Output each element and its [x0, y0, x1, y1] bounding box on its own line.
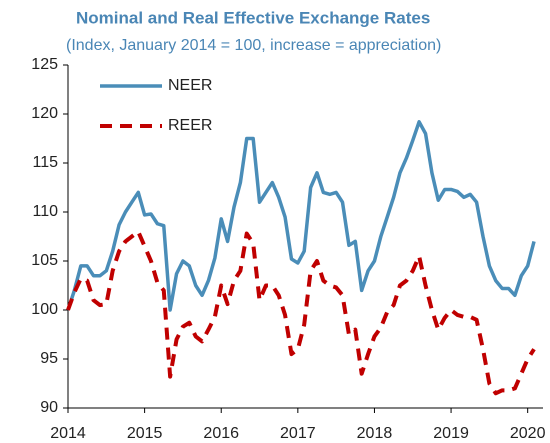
y-tick-label: 100 — [31, 301, 58, 318]
series-line — [66, 120, 536, 312]
y-tick-label: 90 — [40, 399, 58, 416]
y-tick-label: 95 — [40, 350, 58, 367]
x-tick-label: 2020 — [510, 425, 546, 442]
legend-label: NEER — [168, 77, 212, 94]
y-tick-label: 125 — [31, 56, 58, 73]
x-tick-label: 2018 — [357, 425, 393, 442]
x-tick-label: 2014 — [50, 425, 86, 442]
legend-label: REER — [168, 117, 212, 134]
x-tick-label: 2017 — [280, 425, 316, 442]
x-tick-label: 2016 — [203, 425, 239, 442]
chart-title: Nominal and Real Effective Exchange Rate… — [76, 8, 430, 27]
chart-subtitle: (Index, January 2014 = 100, increase = a… — [66, 37, 441, 54]
x-tick-label: 2019 — [433, 425, 469, 442]
y-tick-label: 105 — [31, 252, 58, 269]
series-line — [66, 229, 536, 396]
x-tick-label: 2015 — [127, 425, 163, 442]
y-tick-label: 115 — [32, 154, 58, 171]
y-tick-label: 120 — [31, 105, 58, 122]
y-tick-label: 110 — [32, 203, 58, 220]
